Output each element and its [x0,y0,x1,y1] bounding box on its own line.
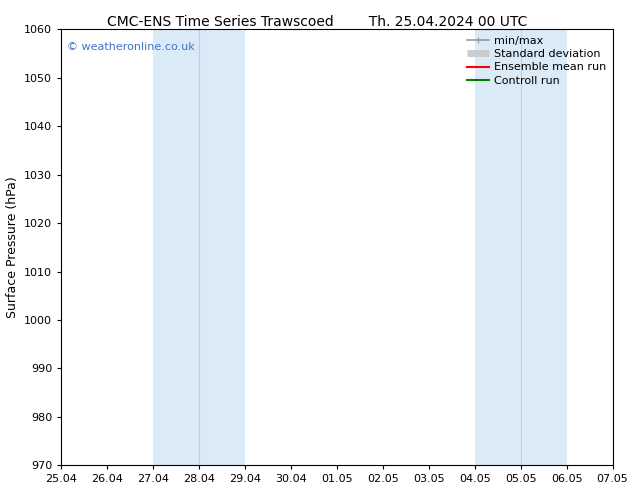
Bar [153,29,245,465]
Legend: min/max, Standard deviation, Ensemble mean run, Controll run: min/max, Standard deviation, Ensemble me… [463,31,611,90]
Y-axis label: Surface Pressure (hPa): Surface Pressure (hPa) [6,176,18,318]
Text: CMC-ENS Time Series Trawscoed        Th. 25.04.2024 00 UTC: CMC-ENS Time Series Trawscoed Th. 25.04.… [107,15,527,29]
Bar [475,29,567,465]
Text: © weatheronline.co.uk: © weatheronline.co.uk [67,42,195,52]
